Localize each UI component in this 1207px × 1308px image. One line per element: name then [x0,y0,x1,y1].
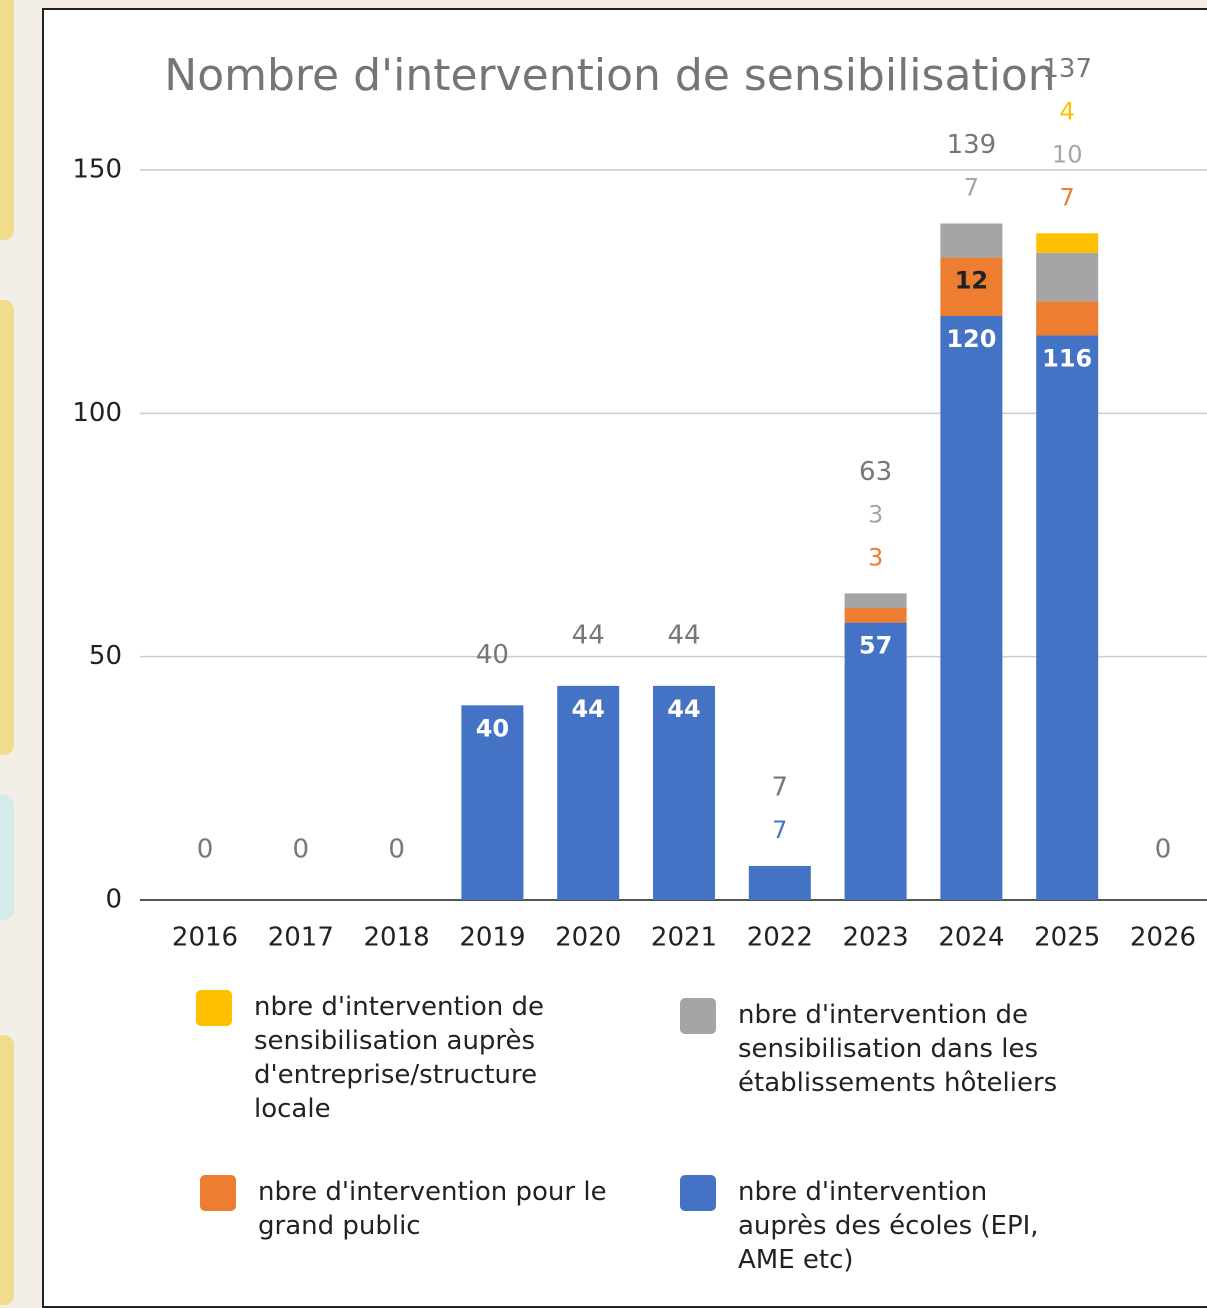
legend-swatch [680,998,716,1034]
legend-item: nbre d'intervention pour le grand public [200,1175,628,1243]
bar-segment [844,622,907,900]
data-label: 120 [946,325,996,353]
y-tick-label: 50 [89,641,122,671]
bar-segment [844,608,907,623]
side-panel [0,0,14,240]
legend-item: nbre d'intervention auprès des écoles (E… [680,1175,1078,1277]
data-label: 7 [964,174,979,202]
total-label: 0 [197,835,214,865]
data-label: 57 [859,632,892,660]
data-label: 4 [1060,97,1075,125]
legend-swatch [200,1175,236,1211]
x-tick-label: 2017 [268,923,334,953]
bar-segment [940,316,1003,900]
x-tick-label: 2016 [172,923,238,953]
total-label: 0 [293,835,310,865]
data-label: 44 [571,695,604,723]
data-label: 40 [476,714,509,742]
legend-item: nbre d'intervention de sensibilisation a… [196,990,594,1126]
data-label: 7 [1060,183,1075,211]
bar-segment [557,685,620,900]
bar-segment [1036,301,1099,336]
total-label: 63 [859,457,892,487]
legend-swatch [680,1175,716,1211]
x-tick-label: 2023 [843,923,909,953]
bar-segment [1036,252,1099,302]
bar-segment [1036,335,1099,900]
data-label: 12 [955,267,988,295]
bar-segment [461,705,524,900]
bar-segment [940,223,1003,258]
legend-label: nbre d'intervention pour le grand public [258,1177,607,1241]
total-label: 139 [947,130,997,160]
data-label: 116 [1042,344,1092,372]
bar-segment [748,865,811,900]
x-tick-label: 2022 [747,923,813,953]
data-label: 44 [667,695,700,723]
total-label: 44 [667,620,700,650]
bar-segment [1036,233,1099,253]
total-label: 0 [1155,835,1172,865]
legend-swatch [196,990,232,1026]
y-tick-label: 150 [72,155,122,185]
total-label: 40 [476,640,509,670]
x-tick-label: 2025 [1034,923,1100,953]
bar-segment [940,257,1003,316]
legend-label: nbre d'intervention auprès des écoles (E… [738,1177,1039,1275]
x-tick-label: 2021 [651,923,717,953]
total-label: 0 [388,835,405,865]
x-tick-label: 2024 [938,923,1004,953]
y-tick-label: 100 [72,398,122,428]
data-label: 3 [868,543,883,571]
data-label: 3 [868,500,883,528]
total-label: 137 [1042,54,1092,84]
side-panel [0,300,14,755]
y-tick-label: 0 [105,885,122,915]
data-label: 7 [772,816,787,844]
chart-card [42,8,1207,1308]
x-tick-label: 2020 [555,923,621,953]
x-tick-label: 2018 [364,923,430,953]
legend-item: nbre d'intervention de sensibilisation d… [680,998,1098,1100]
bar-segment [844,593,907,608]
chart-title: Nombre d'intervention de sensibilisation [164,50,1055,101]
total-label: 7 [772,772,789,802]
x-tick-label: 2019 [459,923,525,953]
data-label: 10 [1052,140,1083,168]
x-tick-label: 2026 [1130,923,1196,953]
total-label: 44 [572,620,605,650]
legend-label: nbre d'intervention de sensibilisation d… [738,1000,1058,1098]
legend-label: nbre d'intervention de sensibilisation a… [254,992,545,1124]
bar-segment [653,685,715,900]
side-panel [0,1035,14,1305]
side-panel [0,795,14,920]
